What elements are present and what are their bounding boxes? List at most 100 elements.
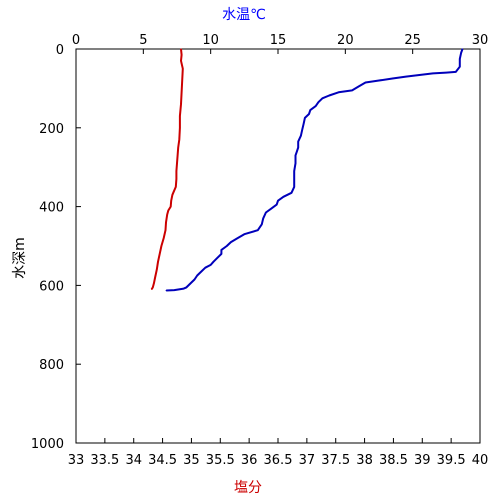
series-point-0 bbox=[270, 208, 272, 210]
series-point-0 bbox=[226, 245, 228, 247]
bottom-tick-label: 33.5 bbox=[90, 453, 119, 468]
series-line-0 bbox=[166, 48, 464, 292]
bottom-tick-label: 33 bbox=[68, 453, 85, 468]
series-point-0 bbox=[321, 97, 323, 99]
series-point-0 bbox=[193, 278, 196, 281]
series-point-1 bbox=[159, 253, 161, 255]
top-tick-label: 30 bbox=[472, 33, 489, 48]
series-point-0 bbox=[455, 71, 457, 73]
series-point-1 bbox=[152, 286, 154, 288]
series-point-1 bbox=[154, 276, 156, 279]
plot-frame bbox=[75, 48, 481, 444]
series-point-0 bbox=[296, 150, 298, 152]
top-tick-label: 5 bbox=[139, 33, 147, 48]
series-point-1 bbox=[157, 261, 159, 263]
series-point-0 bbox=[261, 223, 263, 225]
series-point-1 bbox=[180, 48, 182, 50]
bottom-tick-label: 35 bbox=[183, 453, 200, 468]
series-point-1 bbox=[181, 54, 183, 56]
series-point-0 bbox=[243, 233, 245, 235]
series-point-0 bbox=[338, 91, 340, 93]
series-point-0 bbox=[165, 289, 167, 292]
series-point-0 bbox=[185, 286, 187, 288]
series-point-0 bbox=[364, 81, 367, 84]
series-point-0 bbox=[317, 101, 319, 103]
series-point-0 bbox=[460, 52, 462, 54]
series-point-1 bbox=[182, 68, 184, 70]
series-point-0 bbox=[445, 72, 447, 74]
bottom-tick-label: 34.5 bbox=[148, 453, 177, 468]
series-point-0 bbox=[262, 217, 264, 219]
series-point-0 bbox=[459, 66, 461, 68]
series-point-1 bbox=[181, 91, 183, 93]
series-point-0 bbox=[294, 154, 297, 156]
series-point-0 bbox=[418, 74, 420, 76]
series-line-1 bbox=[150, 48, 184, 290]
bottom-tick-label: 34 bbox=[125, 453, 142, 468]
series-point-0 bbox=[210, 264, 212, 266]
series-point-0 bbox=[282, 196, 284, 198]
series-point-1 bbox=[180, 103, 182, 105]
series-point-0 bbox=[189, 282, 192, 284]
series-point-0 bbox=[303, 123, 305, 125]
series-point-1 bbox=[181, 79, 183, 82]
series-point-0 bbox=[351, 89, 353, 91]
top-tick-label: 25 bbox=[404, 33, 421, 48]
series-point-1 bbox=[170, 206, 172, 208]
series-point-0 bbox=[300, 135, 302, 137]
series-point-0 bbox=[304, 117, 306, 119]
series-point-0 bbox=[277, 200, 279, 202]
bottom-tick-label: 36 bbox=[241, 453, 258, 468]
series-point-0 bbox=[183, 288, 185, 290]
bottom-tick-label: 40 bbox=[472, 453, 489, 468]
series-layer bbox=[150, 48, 464, 292]
series-point-0 bbox=[237, 237, 239, 239]
bottom-tick-label: 36.5 bbox=[264, 453, 293, 468]
bottom-axis-ticks: 33 33.5 34 34.5 35 35.5 36 36.5 37 37.5 38 38.5 39 39… bbox=[68, 438, 489, 468]
series-point-0 bbox=[301, 129, 303, 131]
series-point-0 bbox=[196, 274, 198, 277]
bottom-tick-label: 38.5 bbox=[379, 453, 408, 468]
series-point-0 bbox=[308, 113, 310, 115]
left-tick-label: 0 bbox=[56, 43, 64, 58]
series-point-0 bbox=[378, 79, 380, 82]
left-tick-label: 400 bbox=[39, 201, 64, 216]
bottom-tick-label: 38 bbox=[356, 453, 373, 468]
series-point-0 bbox=[265, 211, 267, 214]
series-point-0 bbox=[173, 289, 175, 291]
top-tick-label: 0 bbox=[72, 33, 80, 48]
series-point-1 bbox=[163, 237, 165, 239]
bottom-tick-label: 39.5 bbox=[437, 453, 466, 468]
series-point-1 bbox=[176, 162, 178, 164]
series-point-0 bbox=[405, 76, 407, 78]
series-point-1 bbox=[178, 139, 180, 141]
series-point-1 bbox=[173, 190, 175, 192]
series-point-0 bbox=[230, 241, 232, 243]
series-point-1 bbox=[179, 115, 181, 117]
left-tick-label: 200 bbox=[39, 122, 64, 137]
series-point-0 bbox=[297, 141, 299, 143]
series-point-1 bbox=[177, 154, 179, 156]
series-point-0 bbox=[212, 261, 214, 263]
left-tick-label: 800 bbox=[39, 358, 64, 373]
series-point-1 bbox=[165, 221, 167, 223]
series-point-1 bbox=[164, 229, 167, 231]
series-point-0 bbox=[391, 77, 394, 80]
left-axis-title: 水深m bbox=[12, 237, 28, 279]
left-tick-label: 1000 bbox=[31, 437, 64, 452]
series-point-0 bbox=[293, 170, 295, 172]
series-point-0 bbox=[220, 249, 222, 251]
series-point-1 bbox=[175, 186, 177, 188]
series-point-0 bbox=[294, 162, 297, 164]
series-point-1 bbox=[175, 178, 177, 180]
series-point-0 bbox=[297, 146, 299, 149]
top-tick-label: 20 bbox=[337, 33, 354, 48]
series-point-0 bbox=[220, 253, 222, 255]
series-point-0 bbox=[358, 85, 360, 87]
series-point-0 bbox=[216, 257, 218, 259]
series-point-1 bbox=[171, 194, 173, 196]
left-tick-label: 600 bbox=[39, 279, 64, 294]
series-point-0 bbox=[459, 58, 461, 60]
series-point-1 bbox=[177, 146, 179, 149]
left-axis-ticks: 0 200 400 600 800 1000 bbox=[31, 43, 81, 452]
